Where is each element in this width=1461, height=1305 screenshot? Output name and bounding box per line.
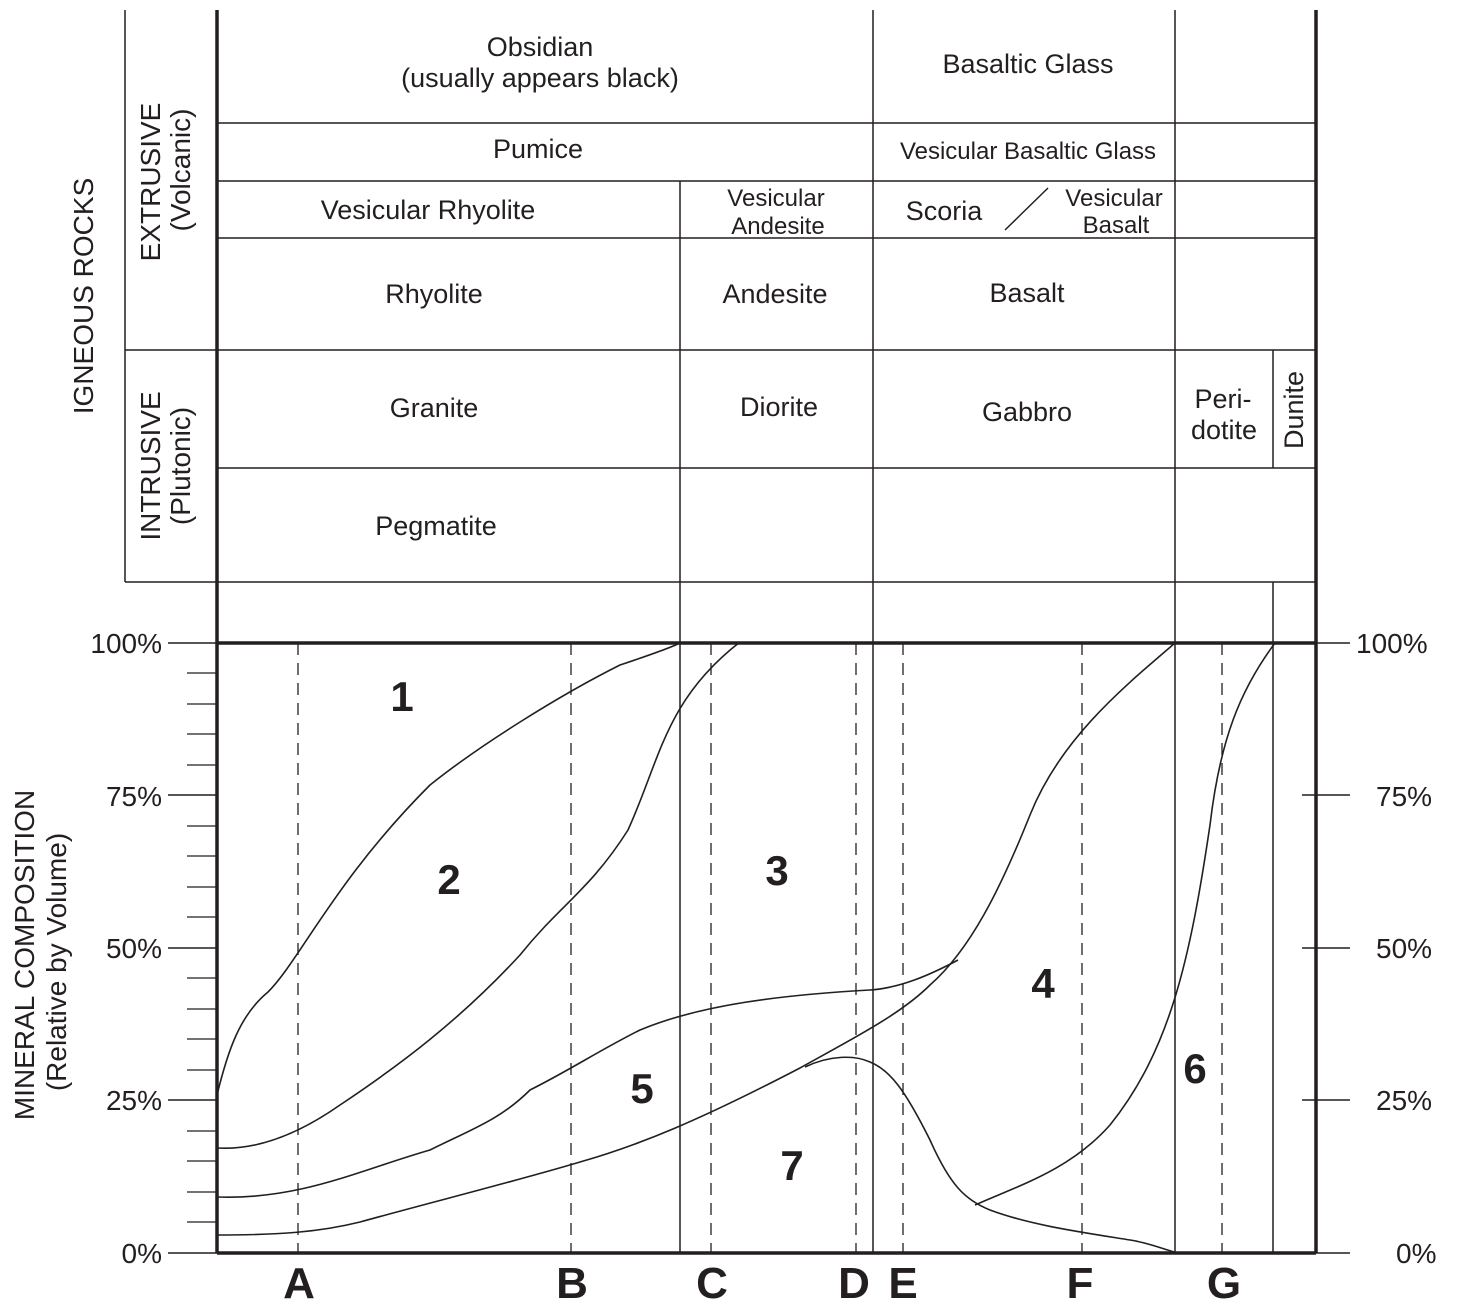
mineral-composition-title: MINERAL COMPOSITION bbox=[9, 790, 40, 1120]
rock-diorite: Diorite bbox=[740, 392, 818, 422]
left-tick-100: 100% bbox=[90, 628, 162, 659]
left-tick-25: 25% bbox=[106, 1085, 162, 1116]
rock-vesicular-basaltic-glass: Vesicular Basaltic Glass bbox=[900, 138, 1156, 165]
curve-5 bbox=[804, 1056, 1179, 1254]
rock-vesicular-andesite-2: Andesite bbox=[731, 213, 824, 240]
left-tick-0: 0% bbox=[122, 1238, 162, 1269]
region-1: 1 bbox=[390, 673, 413, 720]
rock-vesicular-rhyolite: Vesicular Rhyolite bbox=[321, 195, 536, 225]
rock-andesite: Andesite bbox=[722, 279, 827, 309]
column-f: F bbox=[1067, 1259, 1094, 1305]
curve-4 bbox=[216, 642, 1176, 1236]
curve-1 bbox=[216, 642, 681, 1096]
region-4: 4 bbox=[1031, 960, 1055, 1007]
rock-basaltic-glass: Basaltic Glass bbox=[942, 49, 1113, 79]
igneous-rocks-title: IGNEOUS ROCKS bbox=[68, 178, 99, 414]
right-tick-100: 100% bbox=[1356, 628, 1428, 659]
region-2: 2 bbox=[437, 856, 460, 903]
intrusive-sublabel: (Plutonic) bbox=[165, 407, 196, 525]
intrusive-label: INTRUSIVE bbox=[135, 391, 166, 540]
right-tick-50: 50% bbox=[1376, 933, 1432, 964]
region-6: 6 bbox=[1183, 1045, 1206, 1092]
rock-basalt: Basalt bbox=[989, 278, 1065, 308]
right-tick-75: 75% bbox=[1376, 781, 1432, 812]
right-tick-25: 25% bbox=[1376, 1085, 1432, 1116]
rock-dunite: Dunite bbox=[1279, 371, 1309, 449]
curve-6 bbox=[974, 642, 1276, 1206]
rock-obsidian: Obsidian bbox=[487, 32, 594, 62]
column-c: C bbox=[696, 1259, 728, 1305]
rock-obsidian-note: (usually appears black) bbox=[401, 63, 679, 93]
left-tick-75: 75% bbox=[106, 781, 162, 812]
left-tick-50: 50% bbox=[106, 933, 162, 964]
curve-3 bbox=[216, 959, 959, 1198]
rock-gabbro: Gabbro bbox=[982, 397, 1072, 427]
column-d: D bbox=[838, 1259, 870, 1305]
region-7: 7 bbox=[780, 1142, 803, 1189]
rock-rhyolite: Rhyolite bbox=[385, 279, 483, 309]
rock-peridotite-2: dotite bbox=[1191, 415, 1257, 445]
extrusive-sublabel: (Volcanic) bbox=[165, 109, 196, 232]
region-3: 3 bbox=[765, 847, 788, 894]
rock-pegmatite: Pegmatite bbox=[375, 511, 497, 541]
rock-pumice: Pumice bbox=[493, 134, 583, 164]
mineral-composition-subtitle: (Relative by Volume) bbox=[41, 833, 72, 1091]
rock-peridotite-1: Peri- bbox=[1194, 384, 1251, 414]
rock-vesicular-basalt-1: Vesicular bbox=[1065, 185, 1162, 212]
right-tick-0: 0% bbox=[1396, 1238, 1436, 1269]
column-b: B bbox=[556, 1259, 588, 1305]
rock-granite: Granite bbox=[390, 393, 479, 423]
rock-vesicular-andesite-1: Vesicular bbox=[727, 185, 824, 212]
curve-2 bbox=[216, 641, 741, 1150]
column-g: G bbox=[1207, 1259, 1241, 1305]
rock-scoria: Scoria bbox=[906, 196, 984, 226]
column-a: A bbox=[283, 1259, 315, 1305]
extrusive-label: EXTRUSIVE bbox=[135, 103, 166, 262]
column-e: E bbox=[888, 1259, 917, 1305]
region-5: 5 bbox=[630, 1065, 653, 1112]
rock-vesicular-basalt-2: Basalt bbox=[1083, 212, 1150, 239]
